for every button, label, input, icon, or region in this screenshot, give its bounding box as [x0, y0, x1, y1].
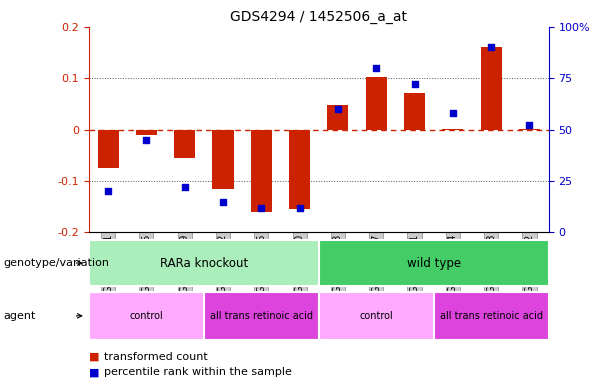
Text: agent: agent: [3, 311, 36, 321]
Text: ■: ■: [89, 352, 103, 362]
Bar: [89, 292, 204, 340]
Bar: [251, 130, 272, 212]
Bar: [89, 240, 319, 286]
Text: wild type: wild type: [406, 257, 461, 270]
Text: control: control: [359, 311, 393, 321]
Bar: [366, 77, 387, 130]
Bar: [213, 130, 234, 189]
Text: control: control: [129, 311, 163, 321]
Point: [218, 199, 228, 205]
Bar: [97, 130, 118, 168]
Point: [103, 188, 113, 194]
Bar: [289, 130, 310, 209]
Point: [486, 44, 496, 50]
Bar: [136, 130, 157, 135]
Text: ■: ■: [89, 367, 103, 377]
Bar: [319, 240, 549, 286]
Point: [409, 81, 419, 88]
Text: all trans retinoic acid: all trans retinoic acid: [440, 311, 543, 321]
Point: [525, 122, 535, 129]
Bar: [443, 129, 463, 130]
Bar: [174, 130, 195, 158]
Text: RARa knockout: RARa knockout: [160, 257, 248, 270]
Bar: [204, 292, 319, 340]
Point: [371, 65, 381, 71]
Bar: [519, 129, 540, 130]
Bar: [434, 292, 549, 340]
Text: percentile rank within the sample: percentile rank within the sample: [104, 367, 292, 377]
Bar: [327, 105, 348, 130]
Point: [448, 110, 458, 116]
Point: [333, 106, 343, 112]
Text: transformed count: transformed count: [104, 352, 208, 362]
Point: [256, 205, 266, 211]
Point: [180, 184, 189, 190]
Bar: [404, 93, 425, 130]
Text: all trans retinoic acid: all trans retinoic acid: [210, 311, 313, 321]
Point: [142, 137, 151, 143]
Title: GDS4294 / 1452506_a_at: GDS4294 / 1452506_a_at: [230, 10, 407, 25]
Bar: [319, 292, 434, 340]
Bar: [481, 47, 501, 130]
Point: [295, 205, 305, 211]
Text: genotype/variation: genotype/variation: [3, 258, 109, 268]
